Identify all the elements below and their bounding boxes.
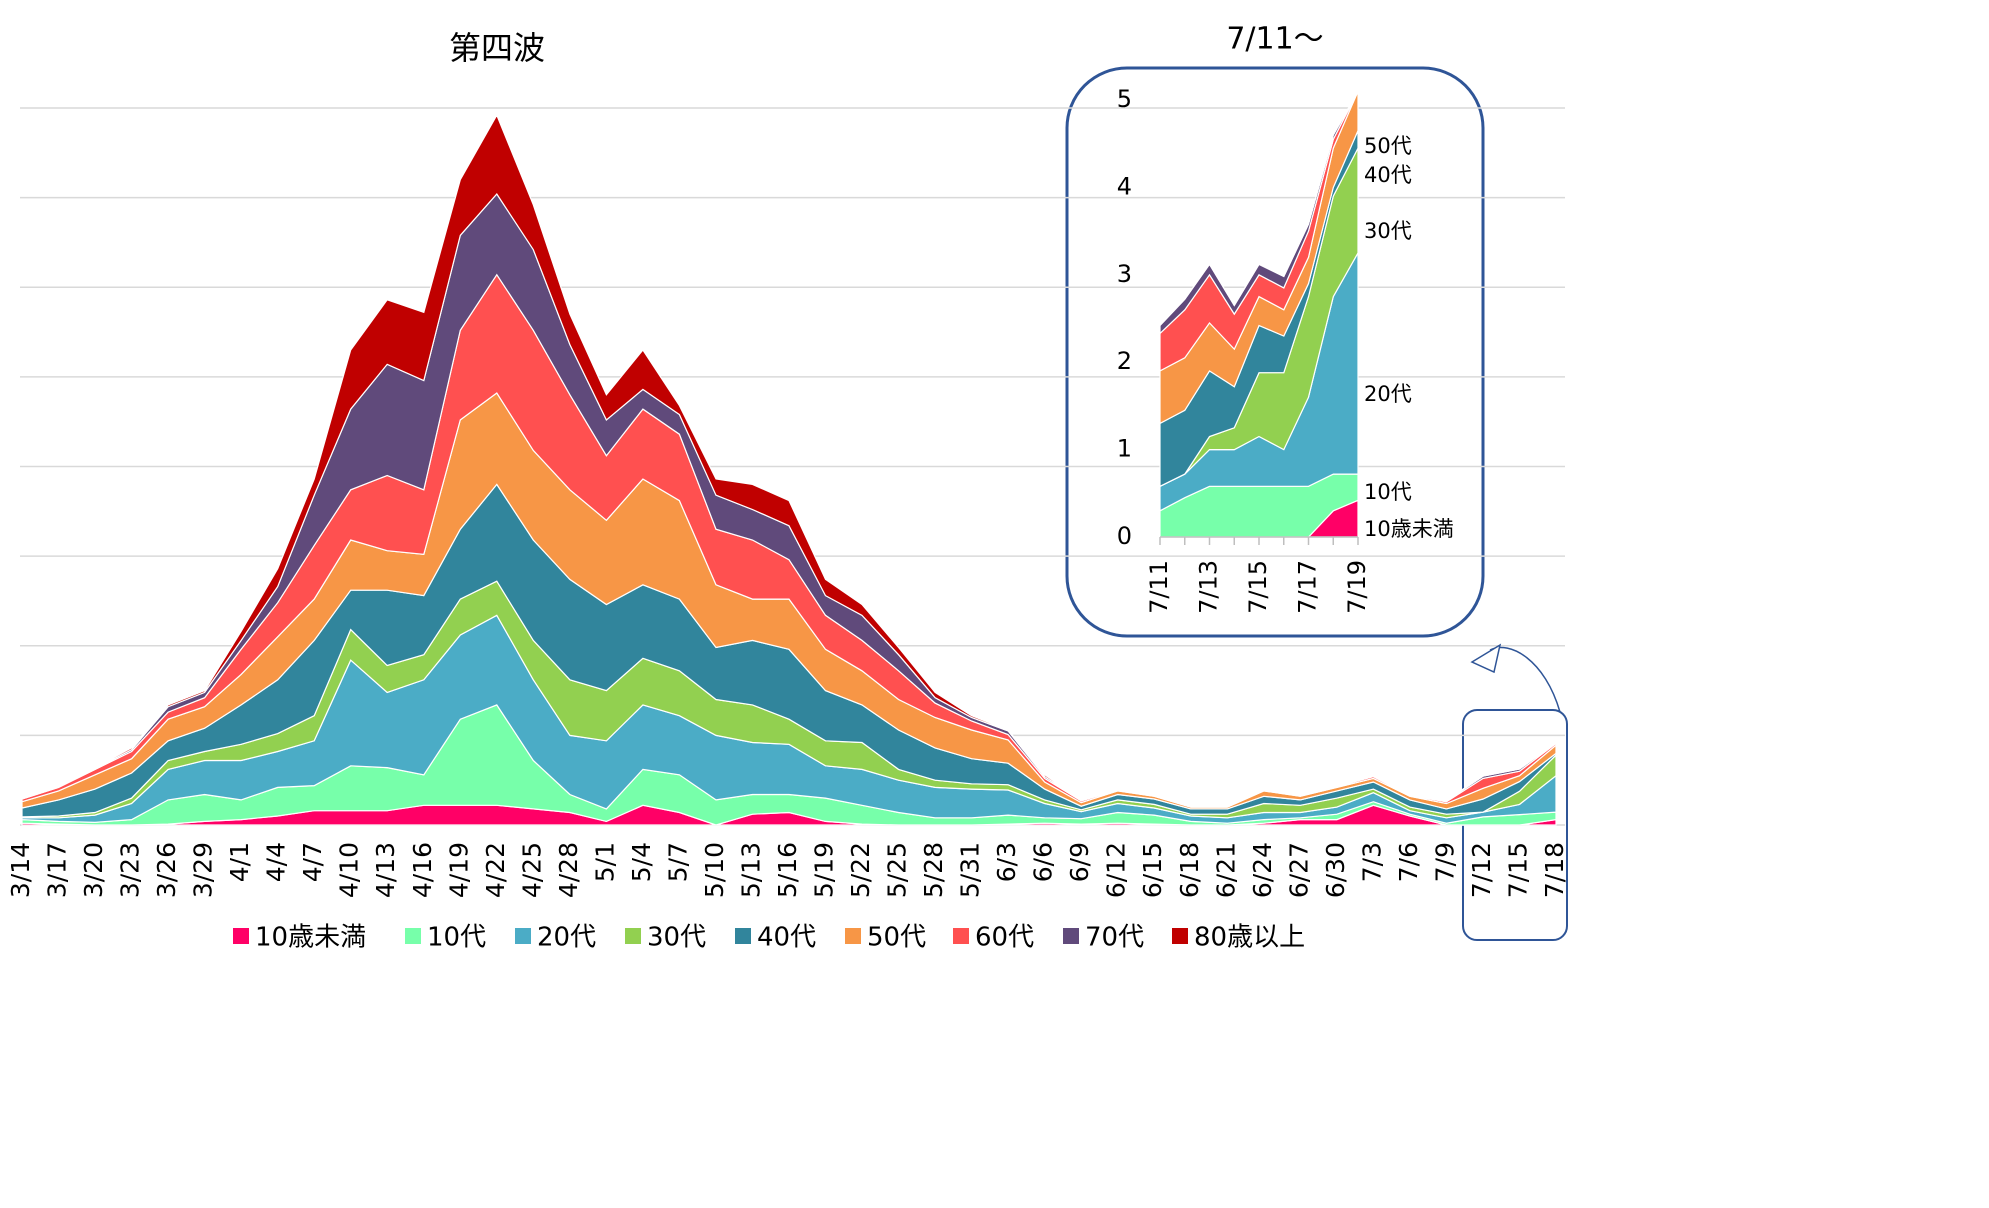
annotation: 第四波 xyxy=(449,29,545,67)
x-tick-label: 7/18 xyxy=(1540,842,1569,898)
legend-swatch xyxy=(735,928,751,944)
x-tick-label: 7/11 xyxy=(1145,560,1173,614)
x-tick-label: 7/9 xyxy=(1430,842,1459,882)
x-tick-label: 3/20 xyxy=(79,842,108,898)
annotation: 40代 xyxy=(1364,163,1412,187)
legend-swatch xyxy=(515,928,531,944)
legend-label: 10歳未満 xyxy=(255,923,366,953)
x-tick-label: 3/29 xyxy=(189,842,218,898)
legend-swatch xyxy=(845,928,861,944)
x-tick-label: 6/30 xyxy=(1321,842,1350,898)
x-tick-label: 6/9 xyxy=(1065,842,1094,882)
legend-label: 50代 xyxy=(867,923,926,953)
y-tick-label: 2 xyxy=(1117,347,1132,375)
legend-swatch xyxy=(1172,928,1188,944)
x-tick-label: 7/13 xyxy=(1195,560,1223,614)
x-tick-label: 5/16 xyxy=(773,842,802,898)
x-tick-label: 6/3 xyxy=(992,842,1021,882)
x-tick-label: 4/13 xyxy=(371,842,400,898)
x-tick-label: 4/7 xyxy=(298,842,327,882)
x-tick-label: 5/10 xyxy=(700,842,729,898)
callout-arrow xyxy=(1489,646,1561,713)
x-tick-label: 4/22 xyxy=(481,842,510,898)
y-tick-label: 5 xyxy=(1117,85,1132,113)
x-tick-label: 3/23 xyxy=(116,842,145,898)
legend-label: 70代 xyxy=(1085,923,1144,953)
x-tick-label: 6/6 xyxy=(1029,842,1058,882)
x-tick-label: 5/13 xyxy=(736,842,765,898)
x-tick-label: 5/25 xyxy=(883,842,912,898)
legend-label: 10代 xyxy=(427,923,486,953)
annotation: 10代 xyxy=(1364,480,1412,504)
x-tick-label: 7/17 xyxy=(1294,560,1322,614)
x-tick-label: 4/10 xyxy=(335,842,364,898)
x-tick-label: 7/15 xyxy=(1244,560,1272,614)
x-tick-label: 5/28 xyxy=(919,842,948,898)
x-tick-label: 7/15 xyxy=(1503,842,1532,898)
x-tick-label: 3/14 xyxy=(6,842,35,898)
x-tick-label: 5/1 xyxy=(590,842,619,882)
x-tick-label: 4/4 xyxy=(262,842,291,882)
y-tick-label: 0 xyxy=(1117,522,1132,550)
x-tick-label: 6/15 xyxy=(1138,842,1167,898)
area xyxy=(1159,91,1359,326)
x-tick-label: 7/12 xyxy=(1467,842,1496,898)
y-tick-label: 1 xyxy=(1117,435,1132,463)
x-tick-label: 6/27 xyxy=(1284,842,1313,898)
x-tick-label: 5/22 xyxy=(846,842,875,898)
x-tick-label: 4/19 xyxy=(444,842,473,898)
x-tick-label: 4/25 xyxy=(517,842,546,898)
annotation: 20代 xyxy=(1364,382,1412,406)
legend-label: 60代 xyxy=(975,923,1034,953)
legend-swatch xyxy=(405,928,421,944)
y-tick-label: 4 xyxy=(1117,172,1132,200)
legend-label: 20代 xyxy=(537,923,596,953)
x-tick-label: 7/3 xyxy=(1357,842,1386,882)
legend-label: 30代 xyxy=(647,923,706,953)
annotation: 30代 xyxy=(1364,219,1412,243)
x-tick-label: 4/28 xyxy=(554,842,583,898)
x-tick-label: 7/19 xyxy=(1343,560,1371,614)
x-tick-label: 7/6 xyxy=(1394,842,1423,882)
legend-swatch xyxy=(233,928,249,944)
x-tick-label: 3/17 xyxy=(43,842,72,898)
inset-title: 7/11～ xyxy=(1226,22,1323,57)
annotation: 10歳未満 xyxy=(1364,517,1454,541)
area xyxy=(21,113,1557,807)
x-tick-label: 6/18 xyxy=(1175,842,1204,898)
legend-swatch xyxy=(625,928,641,944)
x-tick-label: 5/7 xyxy=(663,842,692,882)
x-tick-label: 5/31 xyxy=(956,842,985,898)
legend-swatch xyxy=(1063,928,1079,944)
x-tick-label: 5/19 xyxy=(810,842,839,898)
legend-label: 80歳以上 xyxy=(1194,923,1305,953)
x-tick-label: 4/16 xyxy=(408,842,437,898)
legend-swatch xyxy=(953,928,969,944)
y-tick-label: 3 xyxy=(1117,260,1132,288)
x-tick-label: 6/12 xyxy=(1102,842,1131,898)
annotation: 50代 xyxy=(1364,134,1412,158)
x-tick-label: 4/1 xyxy=(225,842,254,882)
legend-label: 40代 xyxy=(757,923,816,953)
x-tick-label: 5/4 xyxy=(627,842,656,882)
x-tick-label: 3/26 xyxy=(152,842,181,898)
x-tick-label: 6/21 xyxy=(1211,842,1240,898)
callout-arrowhead xyxy=(1470,643,1502,674)
x-tick-label: 6/24 xyxy=(1248,842,1277,898)
